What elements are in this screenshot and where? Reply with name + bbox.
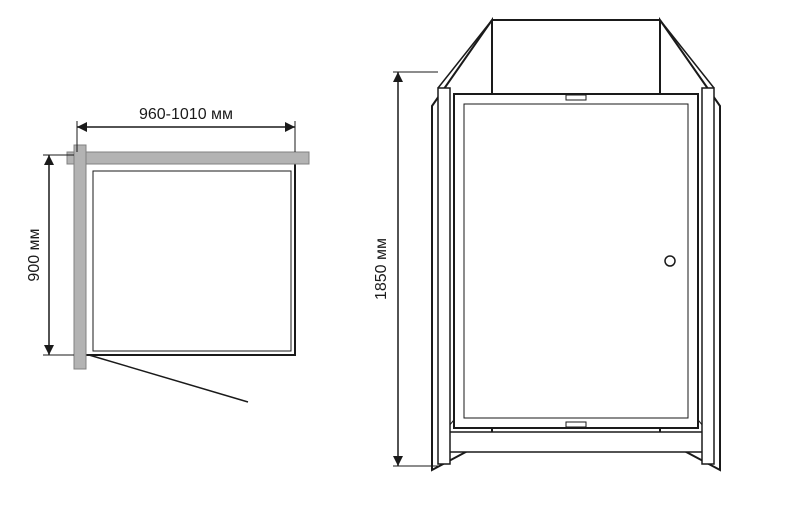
iso-height-label: 1850 мм <box>373 238 390 300</box>
dimension-drawing: 960-1010 мм 900 мм 1850 мм <box>0 0 790 522</box>
plan-depth-label: 900 мм <box>26 228 43 281</box>
plan-width-label: 960-1010 мм <box>139 106 233 123</box>
